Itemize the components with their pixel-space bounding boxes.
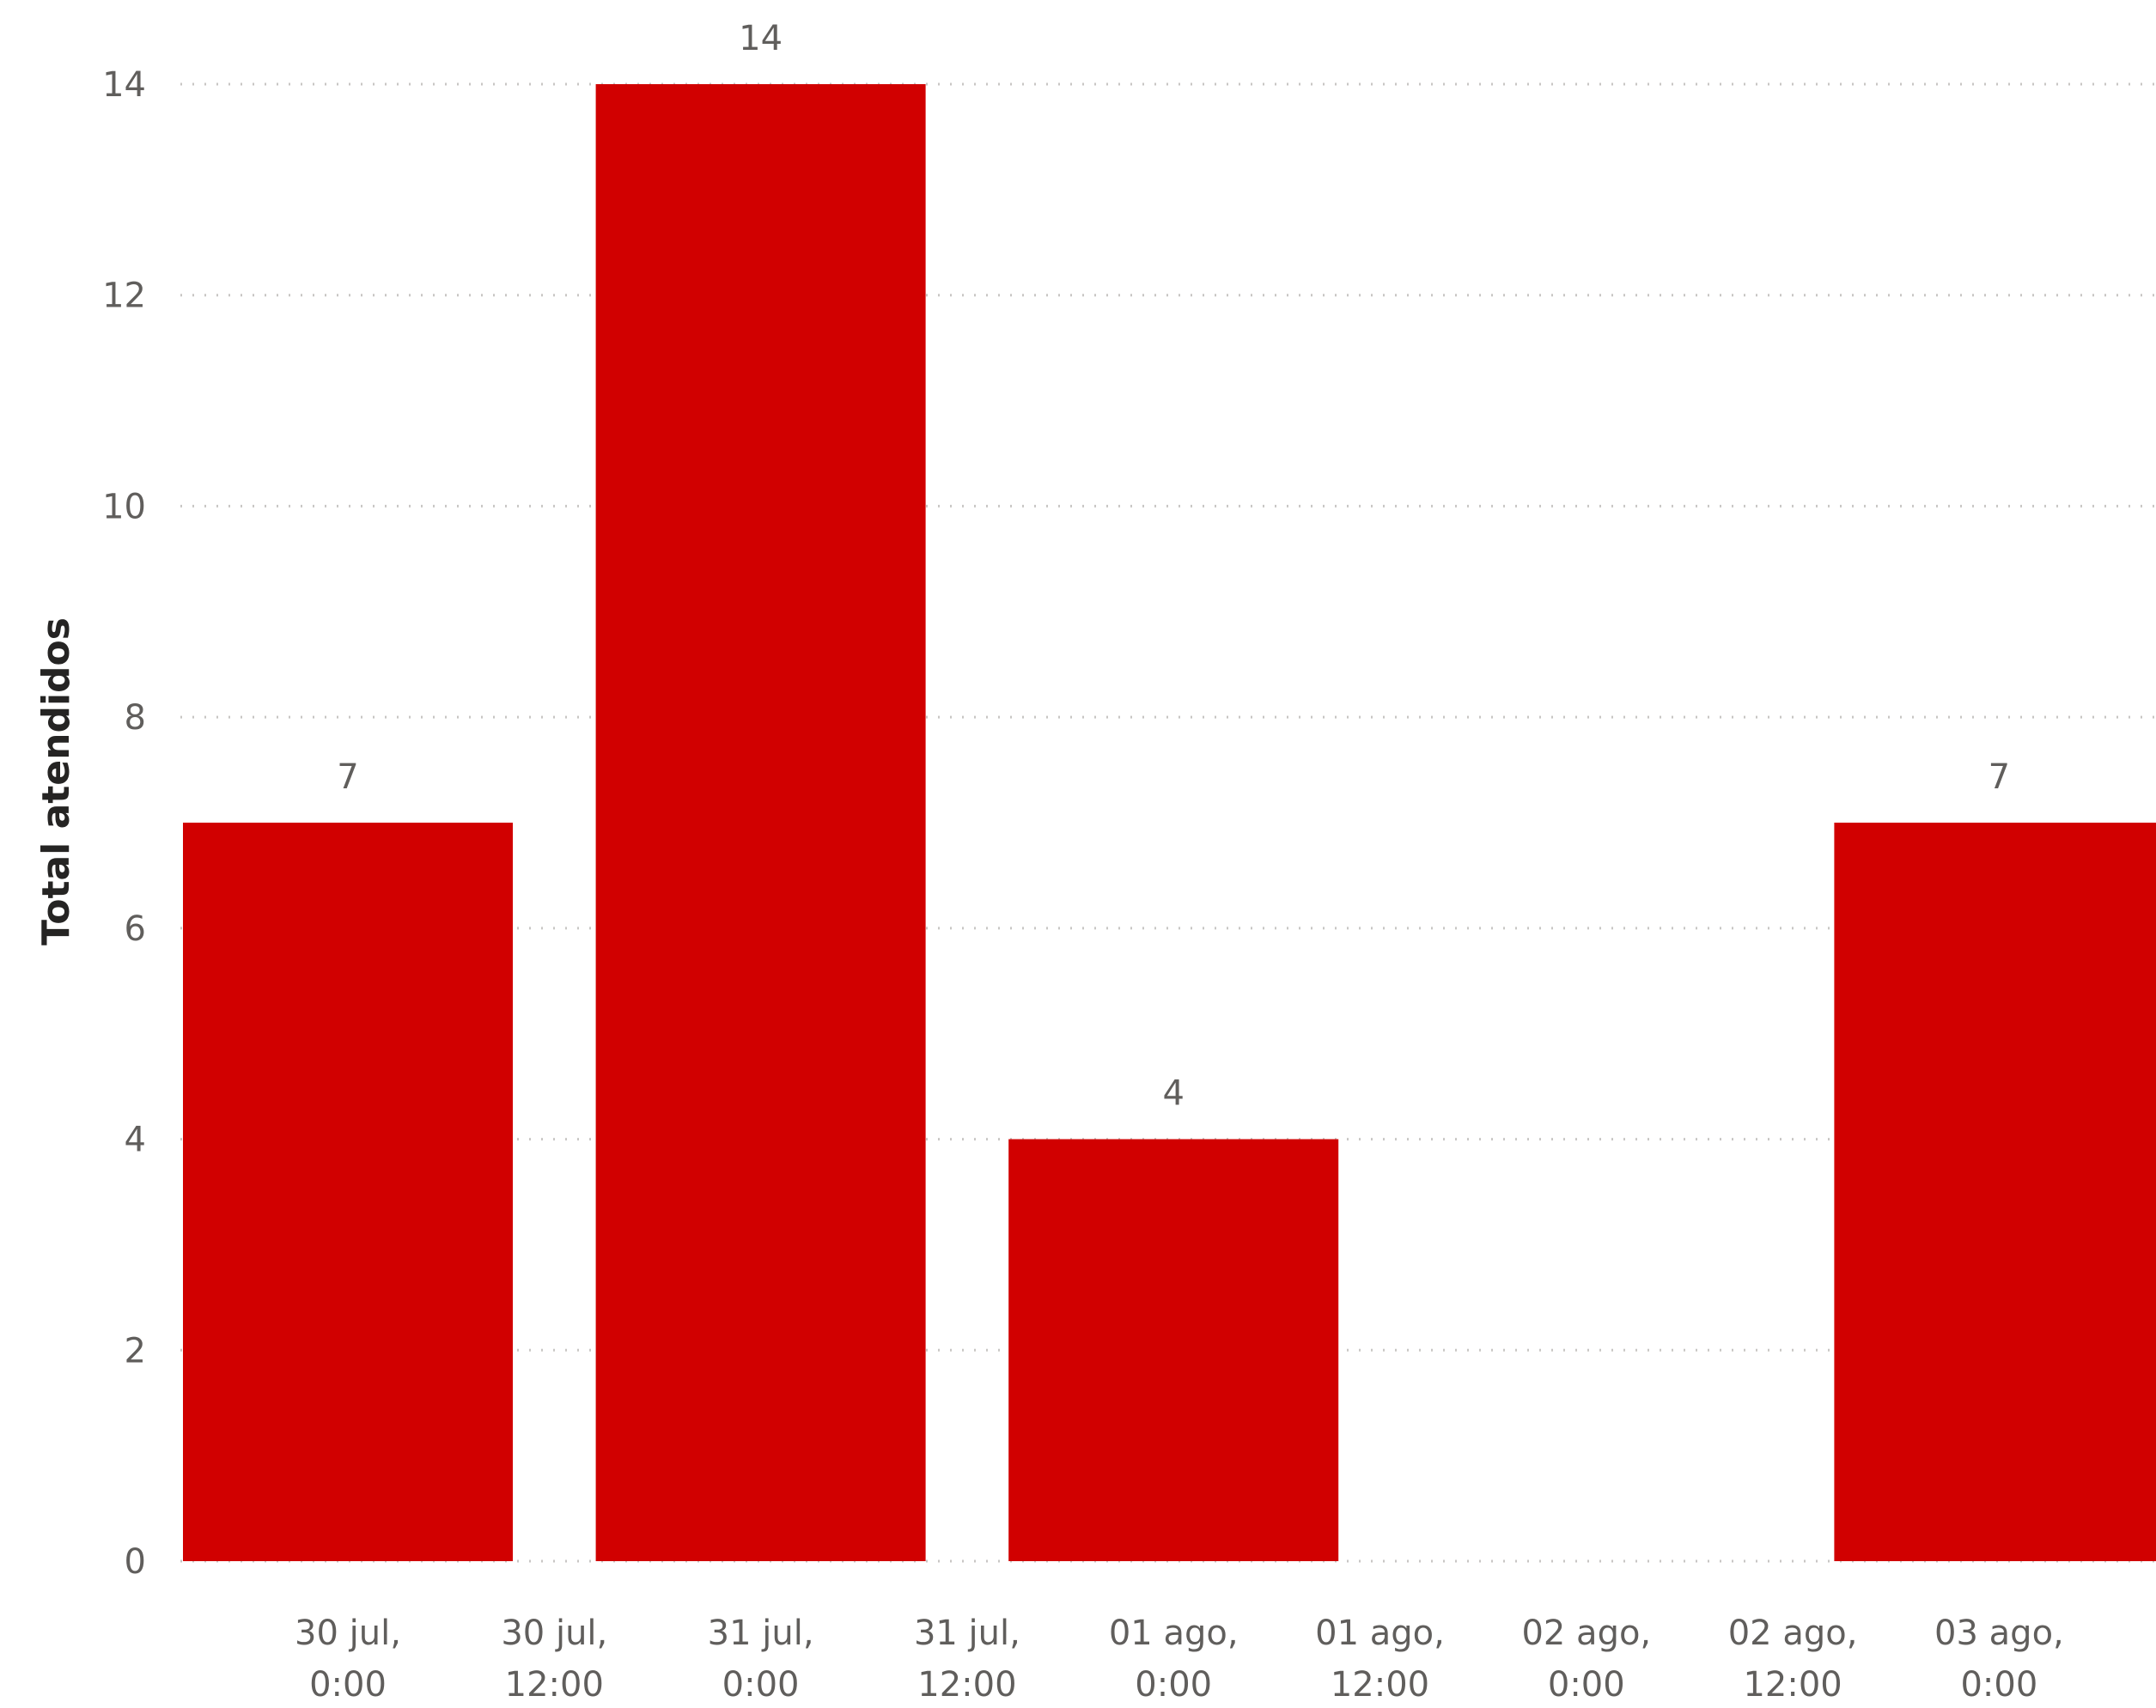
y-tick-label: 0 bbox=[125, 1542, 146, 1582]
bar[interactable] bbox=[183, 823, 513, 1561]
x-tick-label: 12:00 bbox=[505, 1665, 604, 1705]
x-tick-label: 03 ago, bbox=[1934, 1614, 2064, 1653]
bar[interactable] bbox=[1008, 1139, 1339, 1561]
x-tick-label: 0:00 bbox=[1548, 1665, 1625, 1705]
data-label: 7 bbox=[1989, 757, 2010, 797]
x-tick-label: 12:00 bbox=[1743, 1665, 1842, 1705]
data-label: 7 bbox=[337, 757, 358, 797]
y-axis-title: Total atendidos bbox=[34, 617, 78, 945]
x-tick-label: 12:00 bbox=[917, 1665, 1016, 1705]
x-tick-label: 31 jul, bbox=[914, 1614, 1020, 1653]
data-label: 14 bbox=[739, 19, 783, 58]
x-tick-label: 30 jul, bbox=[501, 1614, 607, 1653]
x-tick-label: 0:00 bbox=[309, 1665, 387, 1705]
x-tick-label: 31 jul, bbox=[708, 1614, 814, 1653]
x-tick-label: 01 ago, bbox=[1109, 1614, 1239, 1653]
y-axis-ticks: 0 2 4 6 8 10 12 14 bbox=[102, 65, 146, 1582]
x-tick-label: 0:00 bbox=[722, 1665, 800, 1705]
data-label: 4 bbox=[1162, 1074, 1184, 1114]
x-tick-label: 01 ago, bbox=[1315, 1614, 1445, 1653]
y-tick-label: 8 bbox=[125, 698, 146, 738]
y-tick-label: 14 bbox=[102, 65, 146, 105]
y-tick-label: 10 bbox=[102, 487, 146, 526]
x-tick-label: 02 ago, bbox=[1728, 1614, 1858, 1653]
bars bbox=[183, 84, 2156, 1561]
x-tick-label: 12:00 bbox=[1331, 1665, 1429, 1705]
x-tick-label: 02 ago, bbox=[1521, 1614, 1651, 1653]
bar[interactable] bbox=[1834, 823, 2156, 1561]
bar[interactable] bbox=[595, 84, 926, 1561]
x-tick-label: 30 jul, bbox=[295, 1614, 401, 1653]
y-tick-label: 4 bbox=[125, 1121, 146, 1160]
y-tick-label: 2 bbox=[125, 1331, 146, 1371]
x-tick-label: 0:00 bbox=[1135, 1665, 1212, 1705]
data-labels: 7 14 4 7 bbox=[337, 19, 2010, 1114]
x-tick-label: 0:00 bbox=[1960, 1665, 2037, 1705]
y-tick-label: 6 bbox=[125, 909, 146, 949]
x-axis-ticks: 30 jul, 0:00 30 jul, 12:00 31 jul, 0:00 31 jul… bbox=[295, 1614, 2064, 1705]
y-tick-label: 12 bbox=[102, 277, 146, 316]
